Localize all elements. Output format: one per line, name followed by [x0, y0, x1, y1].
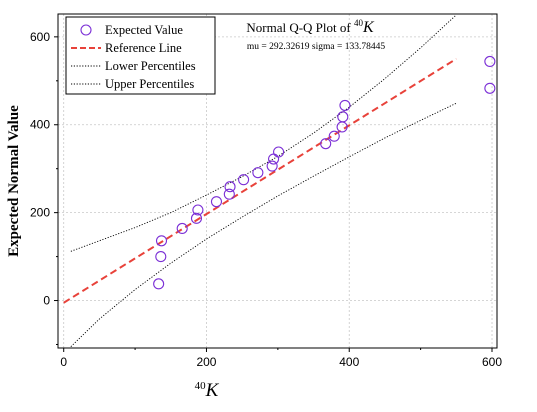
axes: 0 200 400 600 0 200 400 600 [30, 30, 502, 369]
x-tick-label: 400 [339, 355, 359, 369]
data-point [155, 235, 168, 247]
chart-title: Normal Q-Q Plot of 40K [246, 18, 375, 36]
data-point [190, 212, 203, 224]
legend-label: Upper Percentiles [105, 77, 194, 91]
chart-title-variable: K [362, 19, 375, 36]
data-point [339, 99, 351, 111]
percentile-bands [70, 14, 457, 348]
data-point [176, 222, 188, 235]
data-point [484, 82, 496, 94]
y-tick-label: 400 [30, 118, 50, 132]
data-point [155, 251, 167, 263]
reference-line [63, 57, 457, 304]
x-tick-label: 600 [482, 355, 502, 369]
x-axis-title: 40K [195, 380, 220, 401]
data-point [210, 196, 223, 208]
data-point [224, 181, 236, 193]
chart-title-prefix: Normal Q-Q Plot of [246, 20, 354, 35]
y-tick-label: 0 [43, 294, 50, 308]
data-point [484, 55, 496, 68]
data-point [238, 174, 250, 186]
chart-subtitle: mu = 292.32619 sigma = 133.78445 [247, 42, 385, 52]
legend-label: Lower Percentiles [105, 59, 196, 73]
lower-percentile-line [70, 102, 457, 348]
legend-marker-swatch [80, 24, 92, 36]
data-point [223, 188, 235, 200]
x-axis-title-variable: K [205, 380, 220, 401]
data-point [192, 204, 204, 216]
legend-label: Reference Line [105, 41, 182, 55]
data-points [153, 55, 496, 290]
data-point [252, 167, 264, 179]
y-axis-title: Expected Normal Value [6, 105, 22, 257]
reference-line-group [63, 57, 457, 304]
x-tick-label: 200 [196, 355, 216, 369]
data-point [266, 160, 278, 172]
y-tick-label: 200 [30, 206, 50, 220]
data-point [320, 138, 332, 150]
upper-percentile-line [70, 14, 457, 252]
data-point [273, 146, 285, 158]
data-point [337, 111, 349, 123]
legend: Expected Value Reference Line Lower Percen… [65, 16, 216, 95]
x-axis-title-superscript: 40 [195, 380, 207, 392]
x-tick-label: 0 [60, 355, 67, 369]
data-point [328, 130, 340, 142]
chart-title-superscript: 40 [354, 18, 364, 28]
y-tick-label: 600 [30, 30, 50, 44]
data-point [153, 278, 165, 290]
legend-label: Expected Value [105, 23, 183, 37]
